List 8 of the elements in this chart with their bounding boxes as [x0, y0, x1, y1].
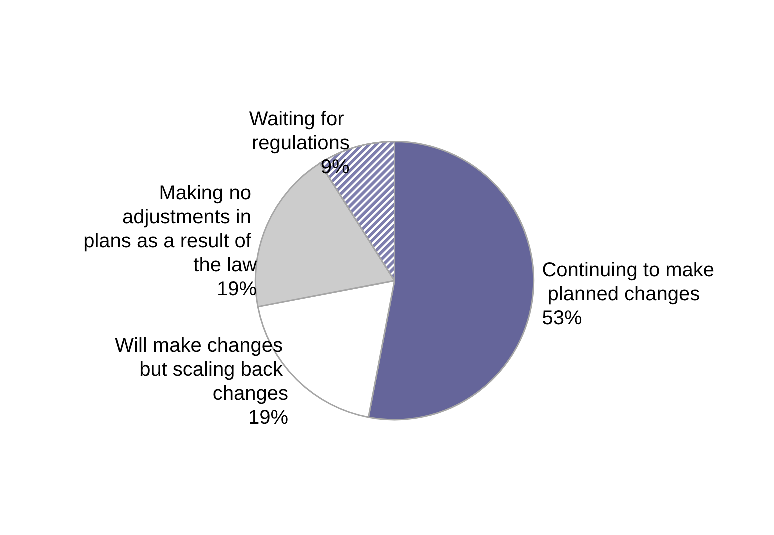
slice-label: Continuing to make planned changes: [542, 259, 715, 306]
data-label: 53%: [542, 307, 582, 330]
slice-label: Waiting for regulations: [249, 108, 350, 154]
slice-label: Making no adjustments in plans as a result of the law: [84, 182, 258, 276]
slice-label: Will make changes but scaling back changes: [115, 335, 289, 406]
data-label: 19%: [217, 278, 258, 300]
data-label: 9%: [320, 156, 350, 178]
data-label: 19%: [248, 407, 289, 430]
